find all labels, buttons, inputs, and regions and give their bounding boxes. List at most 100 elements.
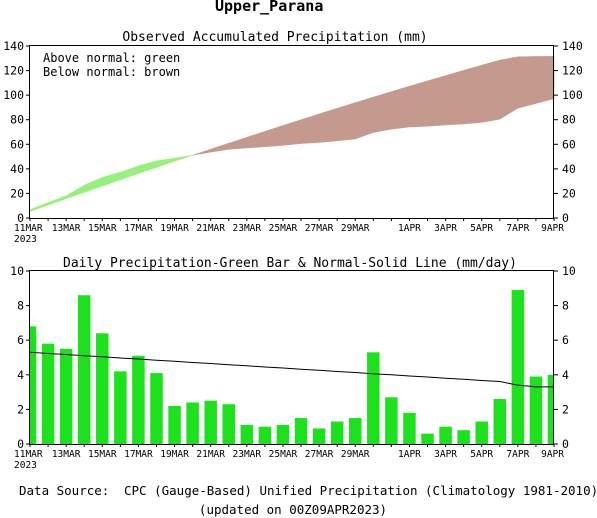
daily-xlabel: 25MAR <box>269 449 298 460</box>
daily-bar <box>330 421 344 444</box>
accum-plot-frame <box>29 45 554 219</box>
accum-xlabel: 1APR <box>398 223 421 234</box>
daily-ylabel-left: 10 <box>10 264 24 278</box>
accum-area-segment <box>409 80 428 128</box>
daily-normal-line <box>29 351 554 388</box>
accum-xlabel: 3APR <box>434 223 457 234</box>
daily-ylabel-right: 0 <box>562 437 569 451</box>
accum-ylabel-left: 40 <box>10 162 24 176</box>
accum-ylabel-right: 80 <box>562 113 576 127</box>
daily-ylabel-right: 10 <box>562 264 576 278</box>
daily-ylabel-left: 8 <box>17 299 24 313</box>
accum-area-segment <box>499 56 519 120</box>
updated-text: (updated on 00Z09APR2023) <box>199 502 387 517</box>
accum-area-segment <box>174 154 193 162</box>
daily-chart-title: Daily Precipitation-Green Bar & Normal-S… <box>63 256 517 271</box>
daily-bar <box>547 374 554 444</box>
daily-bars <box>30 290 554 444</box>
accum-ylabel-left: 0 <box>17 211 24 225</box>
accum-chart: Observed Accumulated Precipitation (mm) … <box>3 30 583 245</box>
daily-bar <box>186 402 199 444</box>
accum-ylabel-left: 20 <box>10 186 24 200</box>
accum-xlabel: 29MAR <box>341 223 370 234</box>
daily-xlabel: 19MAR <box>160 449 189 460</box>
accum-xlabel: 13MAR <box>52 223 81 234</box>
accum-area-segment <box>210 142 230 153</box>
accum-ylabel-right: 140 <box>562 39 583 53</box>
accum-area-segment <box>517 56 537 109</box>
accum-ylabel-right: 20 <box>562 186 576 200</box>
accum-xlabel: 21MAR <box>196 223 225 234</box>
accum-area-segment <box>192 148 211 156</box>
source-label: Data Source: <box>19 483 109 498</box>
accum-area-segment <box>138 160 157 174</box>
accum-ylabel-right: 40 <box>562 162 576 176</box>
accum-xlabel: 15MAR <box>88 223 117 234</box>
daily-bar <box>348 418 362 444</box>
accum-ylabel-left: 100 <box>3 88 24 102</box>
daily-bar <box>132 355 145 444</box>
daily-plot-frame <box>29 270 554 445</box>
figure-title: Upper_Parana <box>215 0 324 15</box>
daily-bar <box>258 426 272 444</box>
accum-area-segment <box>373 91 392 133</box>
accum-area-segment <box>300 113 320 144</box>
accum-xlabel: 17MAR <box>124 223 153 234</box>
accum-chart-title: Observed Accumulated Precipitation (mm) <box>122 30 427 45</box>
daily-bar <box>457 430 470 444</box>
daily-ylabel-right: 6 <box>562 333 569 347</box>
accum-ylabel-right: 120 <box>562 64 583 78</box>
daily-bar <box>312 428 326 444</box>
daily-ylabel-left: 2 <box>17 402 24 416</box>
accum-year-label: 2023 <box>14 234 37 245</box>
accum-area-segment <box>336 102 356 142</box>
accum-area-segment <box>29 202 49 212</box>
accum-xlabel: 25MAR <box>269 223 298 234</box>
accum-area-segment <box>246 131 266 149</box>
daily-bar <box>114 371 127 444</box>
daily-bar <box>511 290 525 444</box>
accum-area-segment <box>481 59 501 123</box>
daily-xlabel: 5APR <box>470 449 493 460</box>
daily-bar <box>168 405 181 444</box>
accum-ylabel-right: 0 <box>562 211 569 225</box>
daily-bar <box>59 348 73 444</box>
daily-bar <box>41 343 55 444</box>
daily-bar <box>96 333 109 444</box>
daily-xlabel: 21MAR <box>196 449 225 460</box>
accum-area-segment <box>318 107 338 143</box>
daily-bar <box>240 424 254 444</box>
daily-ylabel-right: 2 <box>562 402 569 416</box>
daily-bar <box>367 352 380 444</box>
daily-xlabel: 1APR <box>398 449 421 460</box>
daily-ylabel-left: 4 <box>17 368 24 382</box>
daily-xlabel: 15MAR <box>88 449 117 460</box>
accum-xlabel: 23MAR <box>233 223 262 234</box>
daily-bar <box>475 421 488 444</box>
accum-area-segment <box>463 64 482 125</box>
accum-xlabel: 27MAR <box>305 223 334 234</box>
daily-bar <box>493 399 507 444</box>
accum-area-segment <box>445 69 464 126</box>
accum-xlabel: 5APR <box>470 223 493 234</box>
accum-area-segment <box>65 184 85 200</box>
daily-bar <box>439 426 452 444</box>
daily-ylabel-left: 6 <box>17 333 24 347</box>
accum-area-segment <box>47 195 67 206</box>
daily-xlabel: 11MAR <box>14 449 43 460</box>
legend-below: Below normal: brown <box>43 65 180 79</box>
accum-area-segment <box>102 171 121 187</box>
accum-xlabel: 11MAR <box>14 223 43 234</box>
daily-ylabel-right: 4 <box>562 368 569 382</box>
accum-area-segment <box>354 96 374 140</box>
daily-bar <box>421 433 434 444</box>
daily-year-label: 2023 <box>14 460 37 471</box>
accum-area-segment <box>228 136 248 150</box>
accum-area-segment <box>535 56 555 104</box>
accum-xlabel: 19MAR <box>160 223 189 234</box>
accum-ylabel-right: 60 <box>562 137 576 151</box>
accum-ylabel-left: 80 <box>10 113 24 127</box>
accum-area-segment <box>391 85 410 130</box>
daily-bar <box>385 397 398 444</box>
accum-xlabel: 7APR <box>506 223 529 234</box>
